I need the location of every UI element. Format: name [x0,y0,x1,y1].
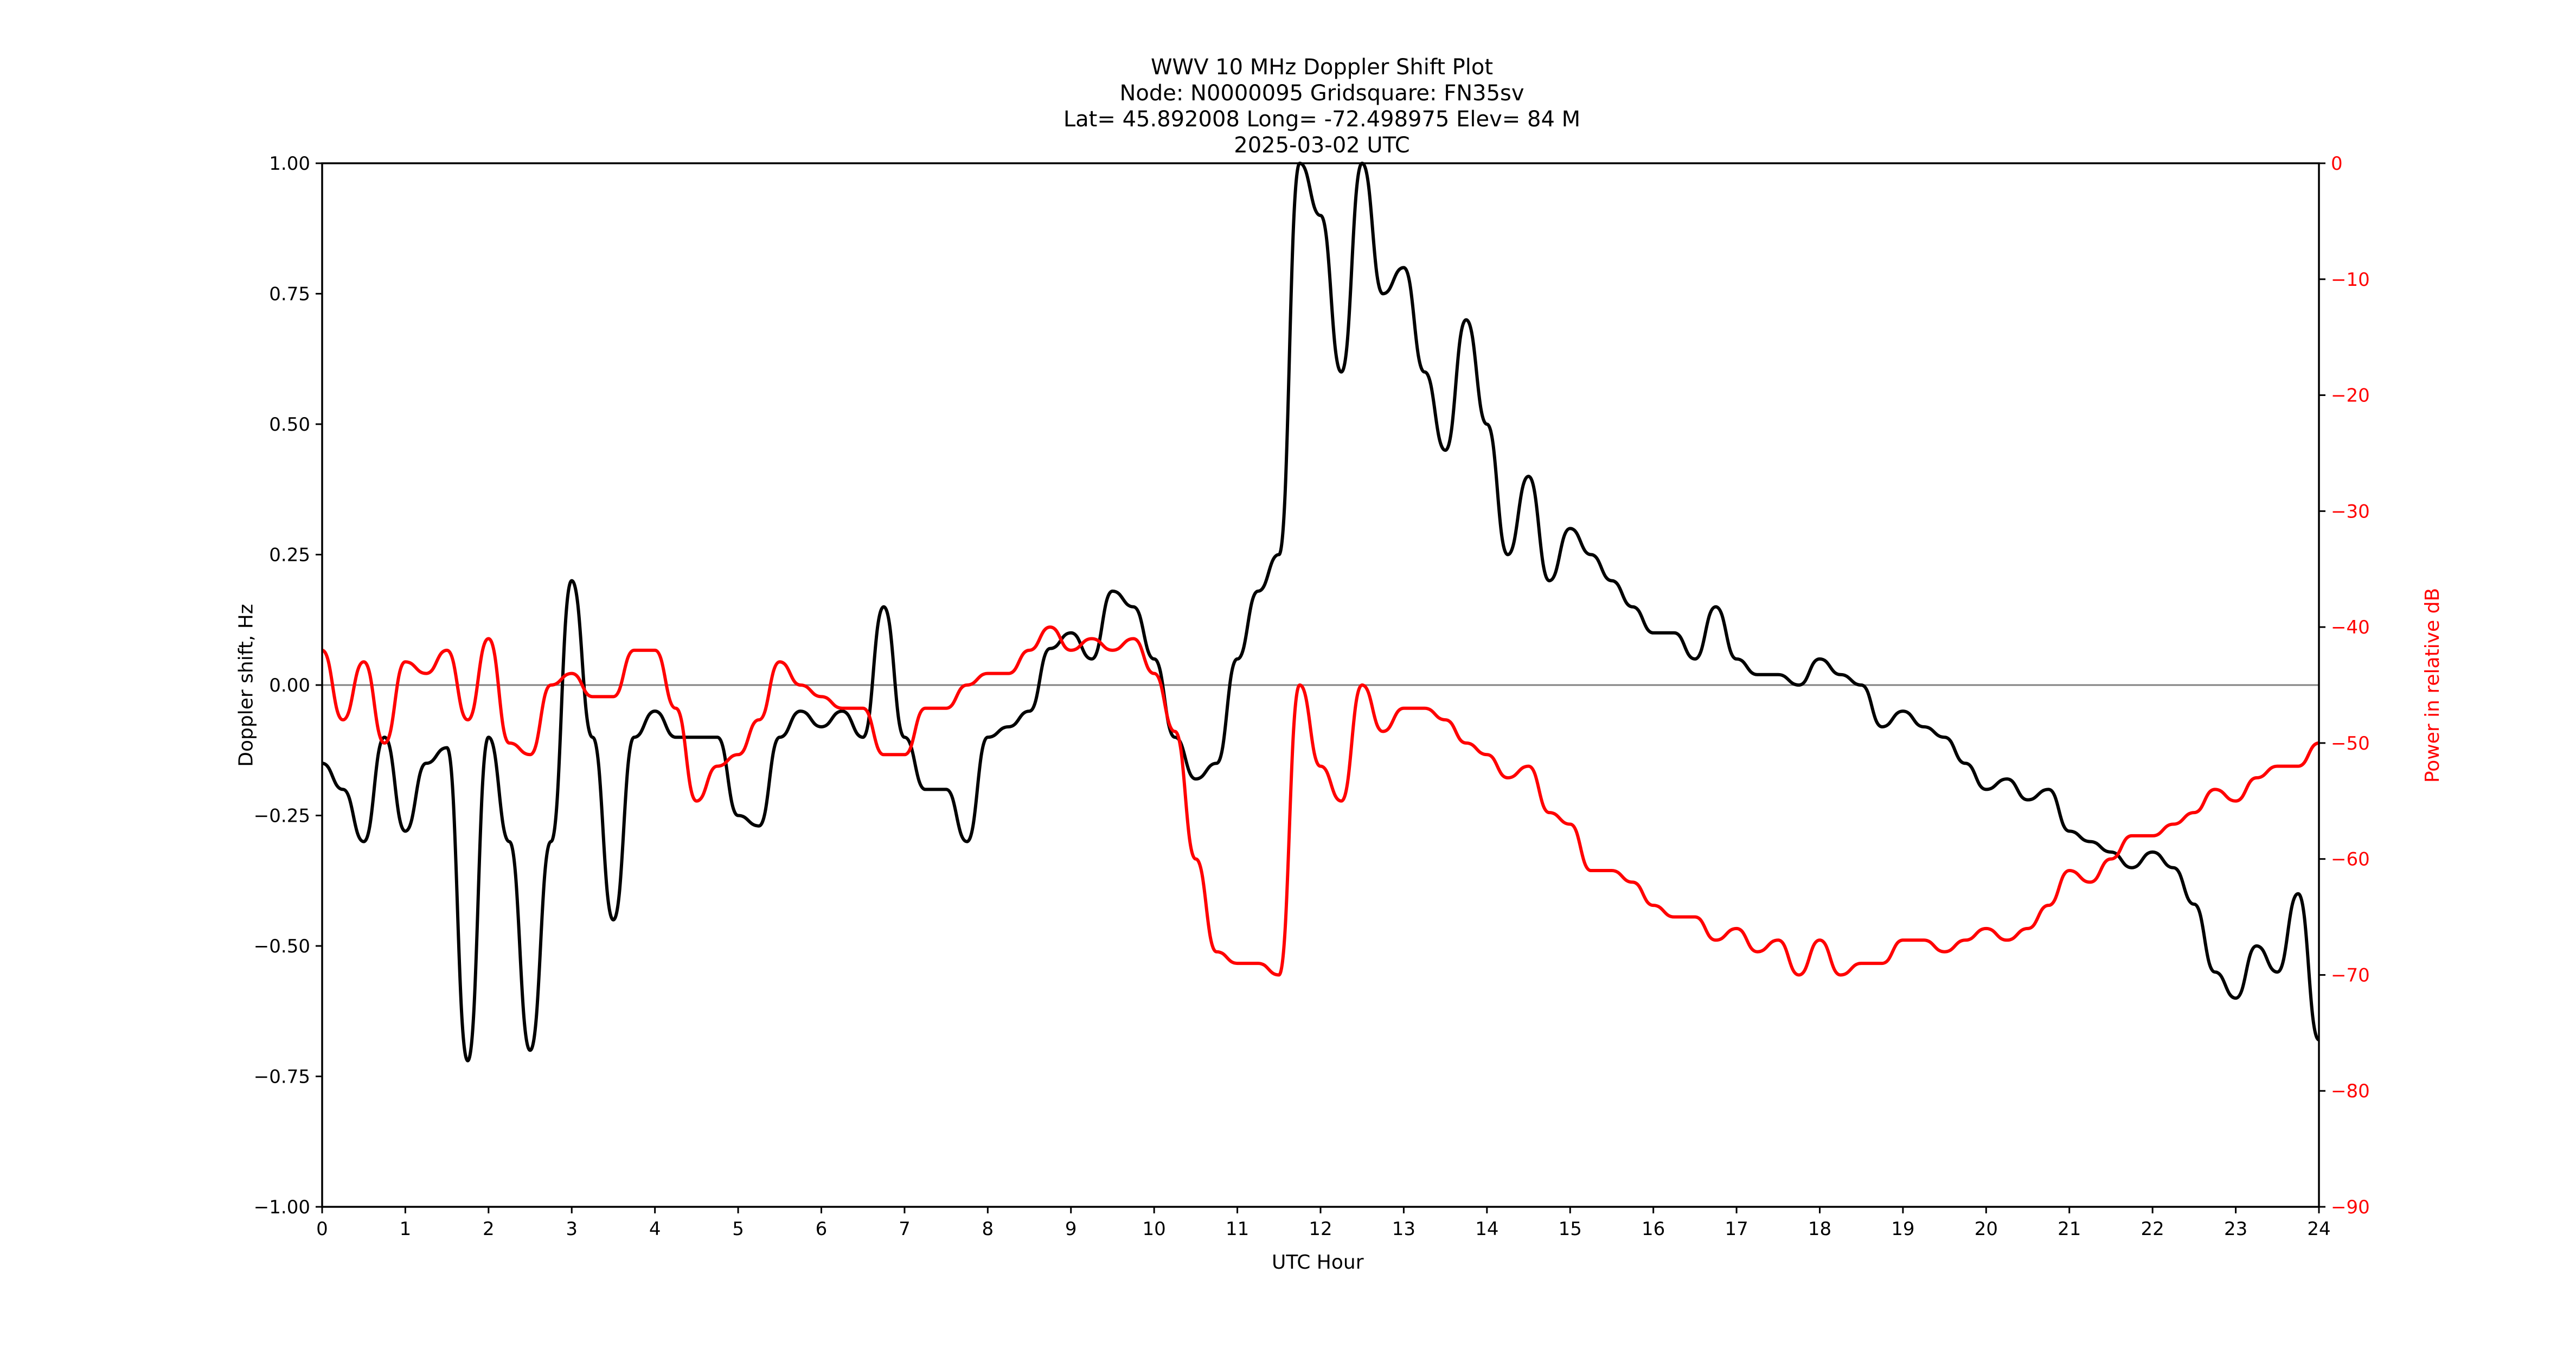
x-tick-label: 7 [899,1218,911,1240]
x-tick-label: 17 [1725,1218,1748,1240]
left-tick-label: 0.50 [269,414,310,436]
x-tick-label: 24 [2307,1218,2330,1240]
series-layer [321,162,2321,1063]
x-tick-label: 5 [732,1218,744,1240]
x-tick-label: 14 [1475,1218,1498,1240]
left-tick-label: 0.25 [269,545,310,566]
right-tick-label: −80 [2331,1080,2370,1102]
right-y-axis: 0 −10 −20 −30 −40 −50 −60 −70 −80 −90 [2319,153,2370,1218]
x-tick-label: 12 [1309,1218,1332,1240]
x-tick-label: 9 [1065,1218,1077,1240]
chart-subtitle-location: Lat= 45.892008 Long= -72.498975 Elev= 84… [1063,107,1581,132]
right-y-axis-label: Power in relative dB [2421,587,2444,783]
right-tick-label: −10 [2331,269,2370,291]
left-y-axis: 1.00 0.75 0.50 0.25 0.00 −0.25 −0.50 −0.75 −1.00 [254,153,322,1218]
right-tick-label: −50 [2331,733,2370,754]
doppler-series-line [322,162,2321,1063]
chart-title: WWV 10 MHz Doppler Shift Plot [1150,55,1494,80]
chart-subtitle-node: Node: N0000095 Gridsquare: FN35sv [1119,81,1524,106]
right-tick-label: −70 [2331,964,2370,986]
x-tick-label: 16 [1642,1218,1665,1240]
x-tick-label: 0 [316,1218,328,1240]
left-tick-label: −0.25 [254,805,310,827]
x-tick-label: 23 [2224,1218,2247,1240]
x-tick-label: 21 [2058,1218,2081,1240]
x-tick-label: 18 [1808,1218,1831,1240]
x-tick-label: 15 [1559,1218,1582,1240]
power-series-line [321,625,2319,977]
right-tick-label: −60 [2331,849,2370,871]
x-tick-label: 1 [400,1218,412,1240]
right-tick-label: −30 [2331,501,2370,522]
left-tick-label: −1.00 [254,1197,310,1218]
x-tick-label: 20 [1975,1218,1998,1240]
x-tick-label: 19 [1891,1218,1914,1240]
chart-subtitle-date: 2025-03-02 UTC [1234,133,1410,158]
x-axis-label: UTC Hour [1272,1251,1364,1274]
left-tick-label: −0.50 [254,936,310,957]
left-tick-label: 0.75 [269,284,310,305]
x-tick-label: 3 [566,1218,578,1240]
right-tick-label: 0 [2331,153,2343,175]
x-tick-label: 8 [982,1218,994,1240]
x-tick-label: 13 [1392,1218,1415,1240]
right-tick-label: −20 [2331,385,2370,407]
x-tick-label: 4 [649,1218,661,1240]
x-tick-label: 2 [483,1218,495,1240]
left-tick-label: 1.00 [269,153,310,175]
left-tick-label: −0.75 [254,1066,310,1088]
x-tick-label: 6 [816,1218,828,1240]
left-tick-label: 0.00 [269,675,310,696]
x-tick-label: 10 [1143,1218,1166,1240]
right-tick-label: −90 [2331,1197,2370,1218]
left-y-axis-label: Doppler shift, Hz [235,604,258,767]
x-axis: 0 1 2 3 4 5 6 7 8 9 10 11 12 13 14 15 16 17 18 19 20 21 22 23 24 [316,1207,2331,1240]
right-tick-label: −40 [2331,617,2370,638]
x-tick-label: 22 [2141,1218,2164,1240]
x-tick-label: 11 [1226,1218,1249,1240]
